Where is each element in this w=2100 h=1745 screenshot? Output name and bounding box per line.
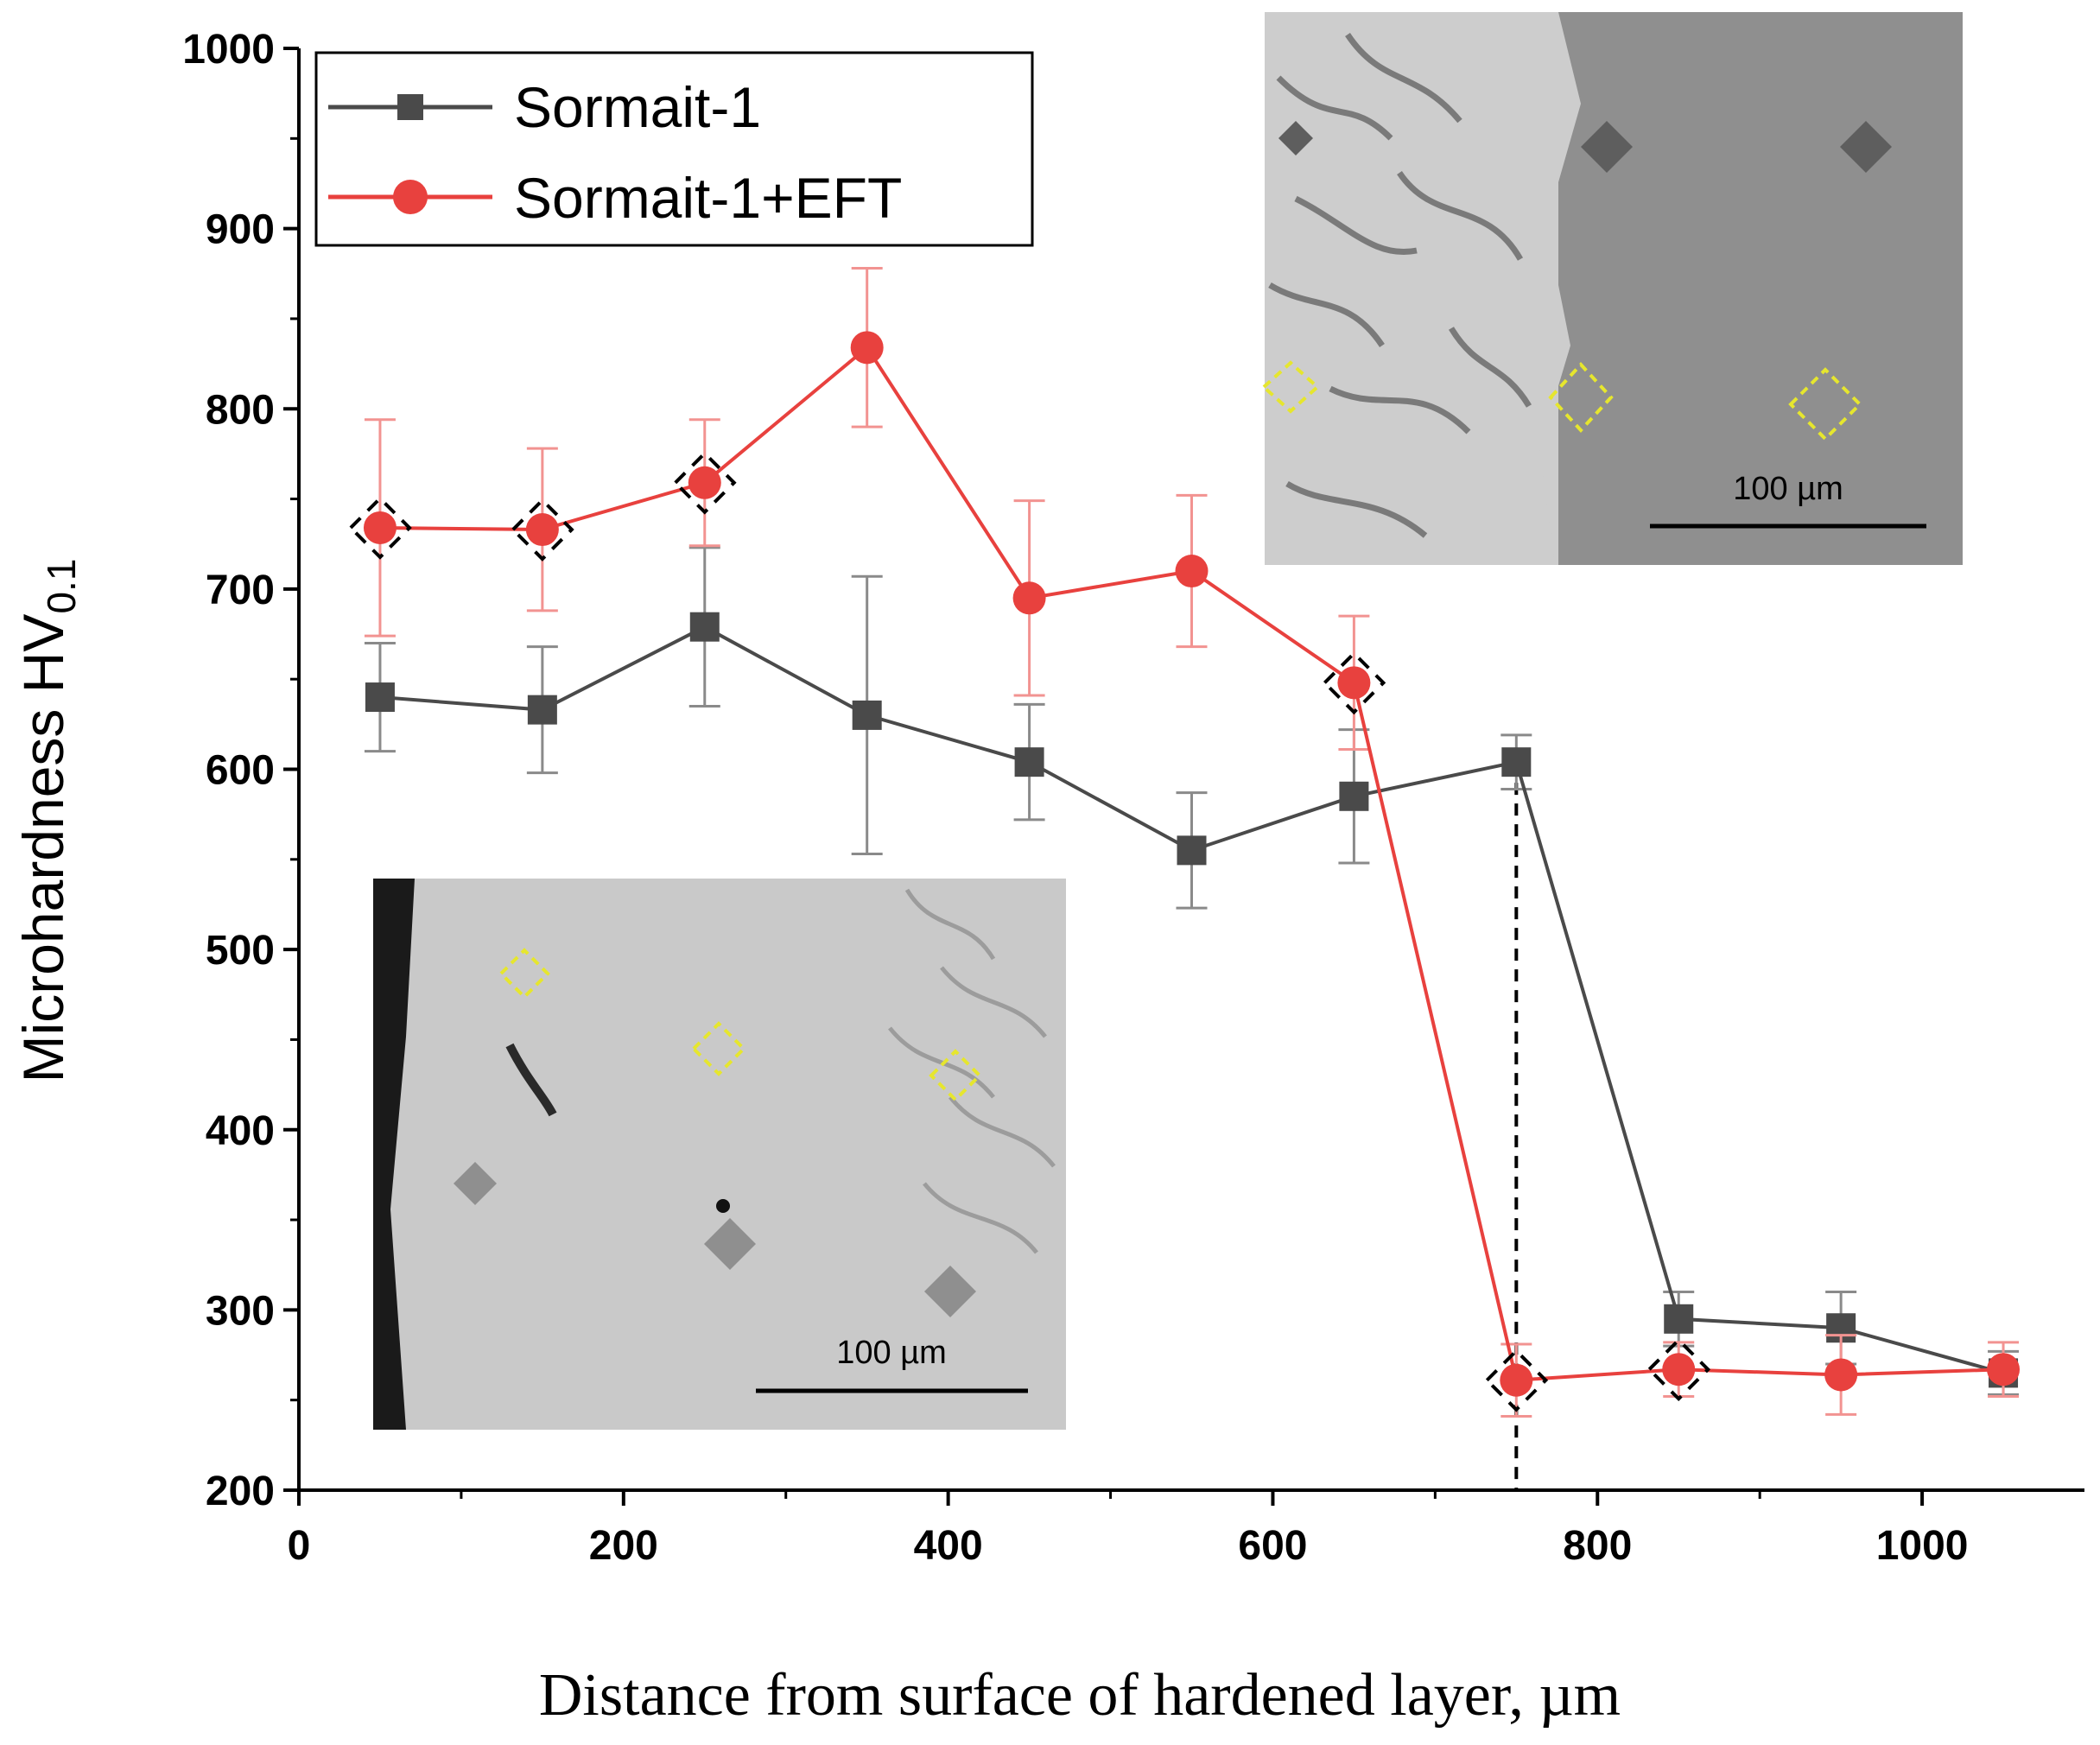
legend-label-sormait-1: Sormait-1 [514,75,761,139]
data-point-square [1014,747,1044,777]
x-tick-label: 400 [914,1523,983,1569]
y-tick-label: 700 [206,568,275,613]
highlight-diamond-marker [1322,650,1386,715]
inset-micrograph-bottom-left: 100 µm [373,879,1066,1430]
y-tick-label: 1000 [182,27,275,73]
data-layer [348,267,2021,1490]
y-tick-label: 800 [206,387,275,433]
legend-label-sormait-1-eft: Sormait-1+EFT [514,166,902,230]
legend-marker-circle [393,180,428,214]
series-2 [363,267,2021,1418]
data-point-circle [1175,555,1209,588]
data-point-circle [1662,1353,1696,1386]
legend-marker-square [397,94,423,120]
data-point-square [1339,781,1369,811]
y-tick-label: 300 [206,1288,275,1334]
scale-bar-label-top-right: 100 µm [1733,471,1843,507]
y-tick-label: 900 [206,207,275,253]
data-point-square [527,695,557,725]
y-tick-label: 600 [206,748,275,794]
x-tick-label: 200 [589,1523,658,1569]
data-point-circle [1337,666,1371,700]
data-point-square [365,682,395,713]
highlight-diamond-marker [1646,1337,1711,1402]
data-point-circle [850,331,884,365]
legend: Sormait-1 Sormait-1+EFT [314,51,1034,247]
data-point-circle [363,511,397,544]
scale-bar-label-bottom-left: 100 µm [836,1335,947,1371]
data-point-square [1664,1304,1694,1334]
highlight-diamond-marker [348,496,412,560]
insets-layer: 100 µm [373,12,1963,1430]
x-tick-label: 600 [1238,1523,1307,1569]
series-1 [364,546,2020,1396]
y-tick-label: 400 [206,1108,275,1154]
highlight-diamond-marker [672,450,737,515]
data-point-circle [525,513,559,547]
x-tick-label: 800 [1563,1523,1632,1569]
highlight-diamond-marker [1484,1348,1549,1412]
data-point-square [1501,747,1532,777]
axes-layer: 200 300 400 500 600 700 800 900 1000 0 200 400 600 80… [182,27,2084,1569]
data-point-circle [688,466,721,499]
x-axis-label: Distance from surface of hardened layer,… [539,1662,1621,1729]
y-axis-label: Microhardness HV0.1 [11,559,84,1083]
data-point-circle [1012,581,1046,615]
inset-micrograph-top-right: 100 µm [1261,12,1963,565]
data-point-square [689,612,720,642]
data-point-circle [1500,1363,1533,1397]
y-tick-label: 500 [206,928,275,974]
data-point-square [852,700,882,730]
highlight-diamond-marker [511,498,574,562]
x-tick-label: 1000 [1876,1523,1969,1569]
data-point-circle [1824,1358,1858,1392]
x-tick-label: 0 [288,1523,311,1569]
y-tick-label: 200 [206,1469,275,1514]
data-point-square [1177,835,1207,866]
data-point-circle [1987,1353,2021,1386]
